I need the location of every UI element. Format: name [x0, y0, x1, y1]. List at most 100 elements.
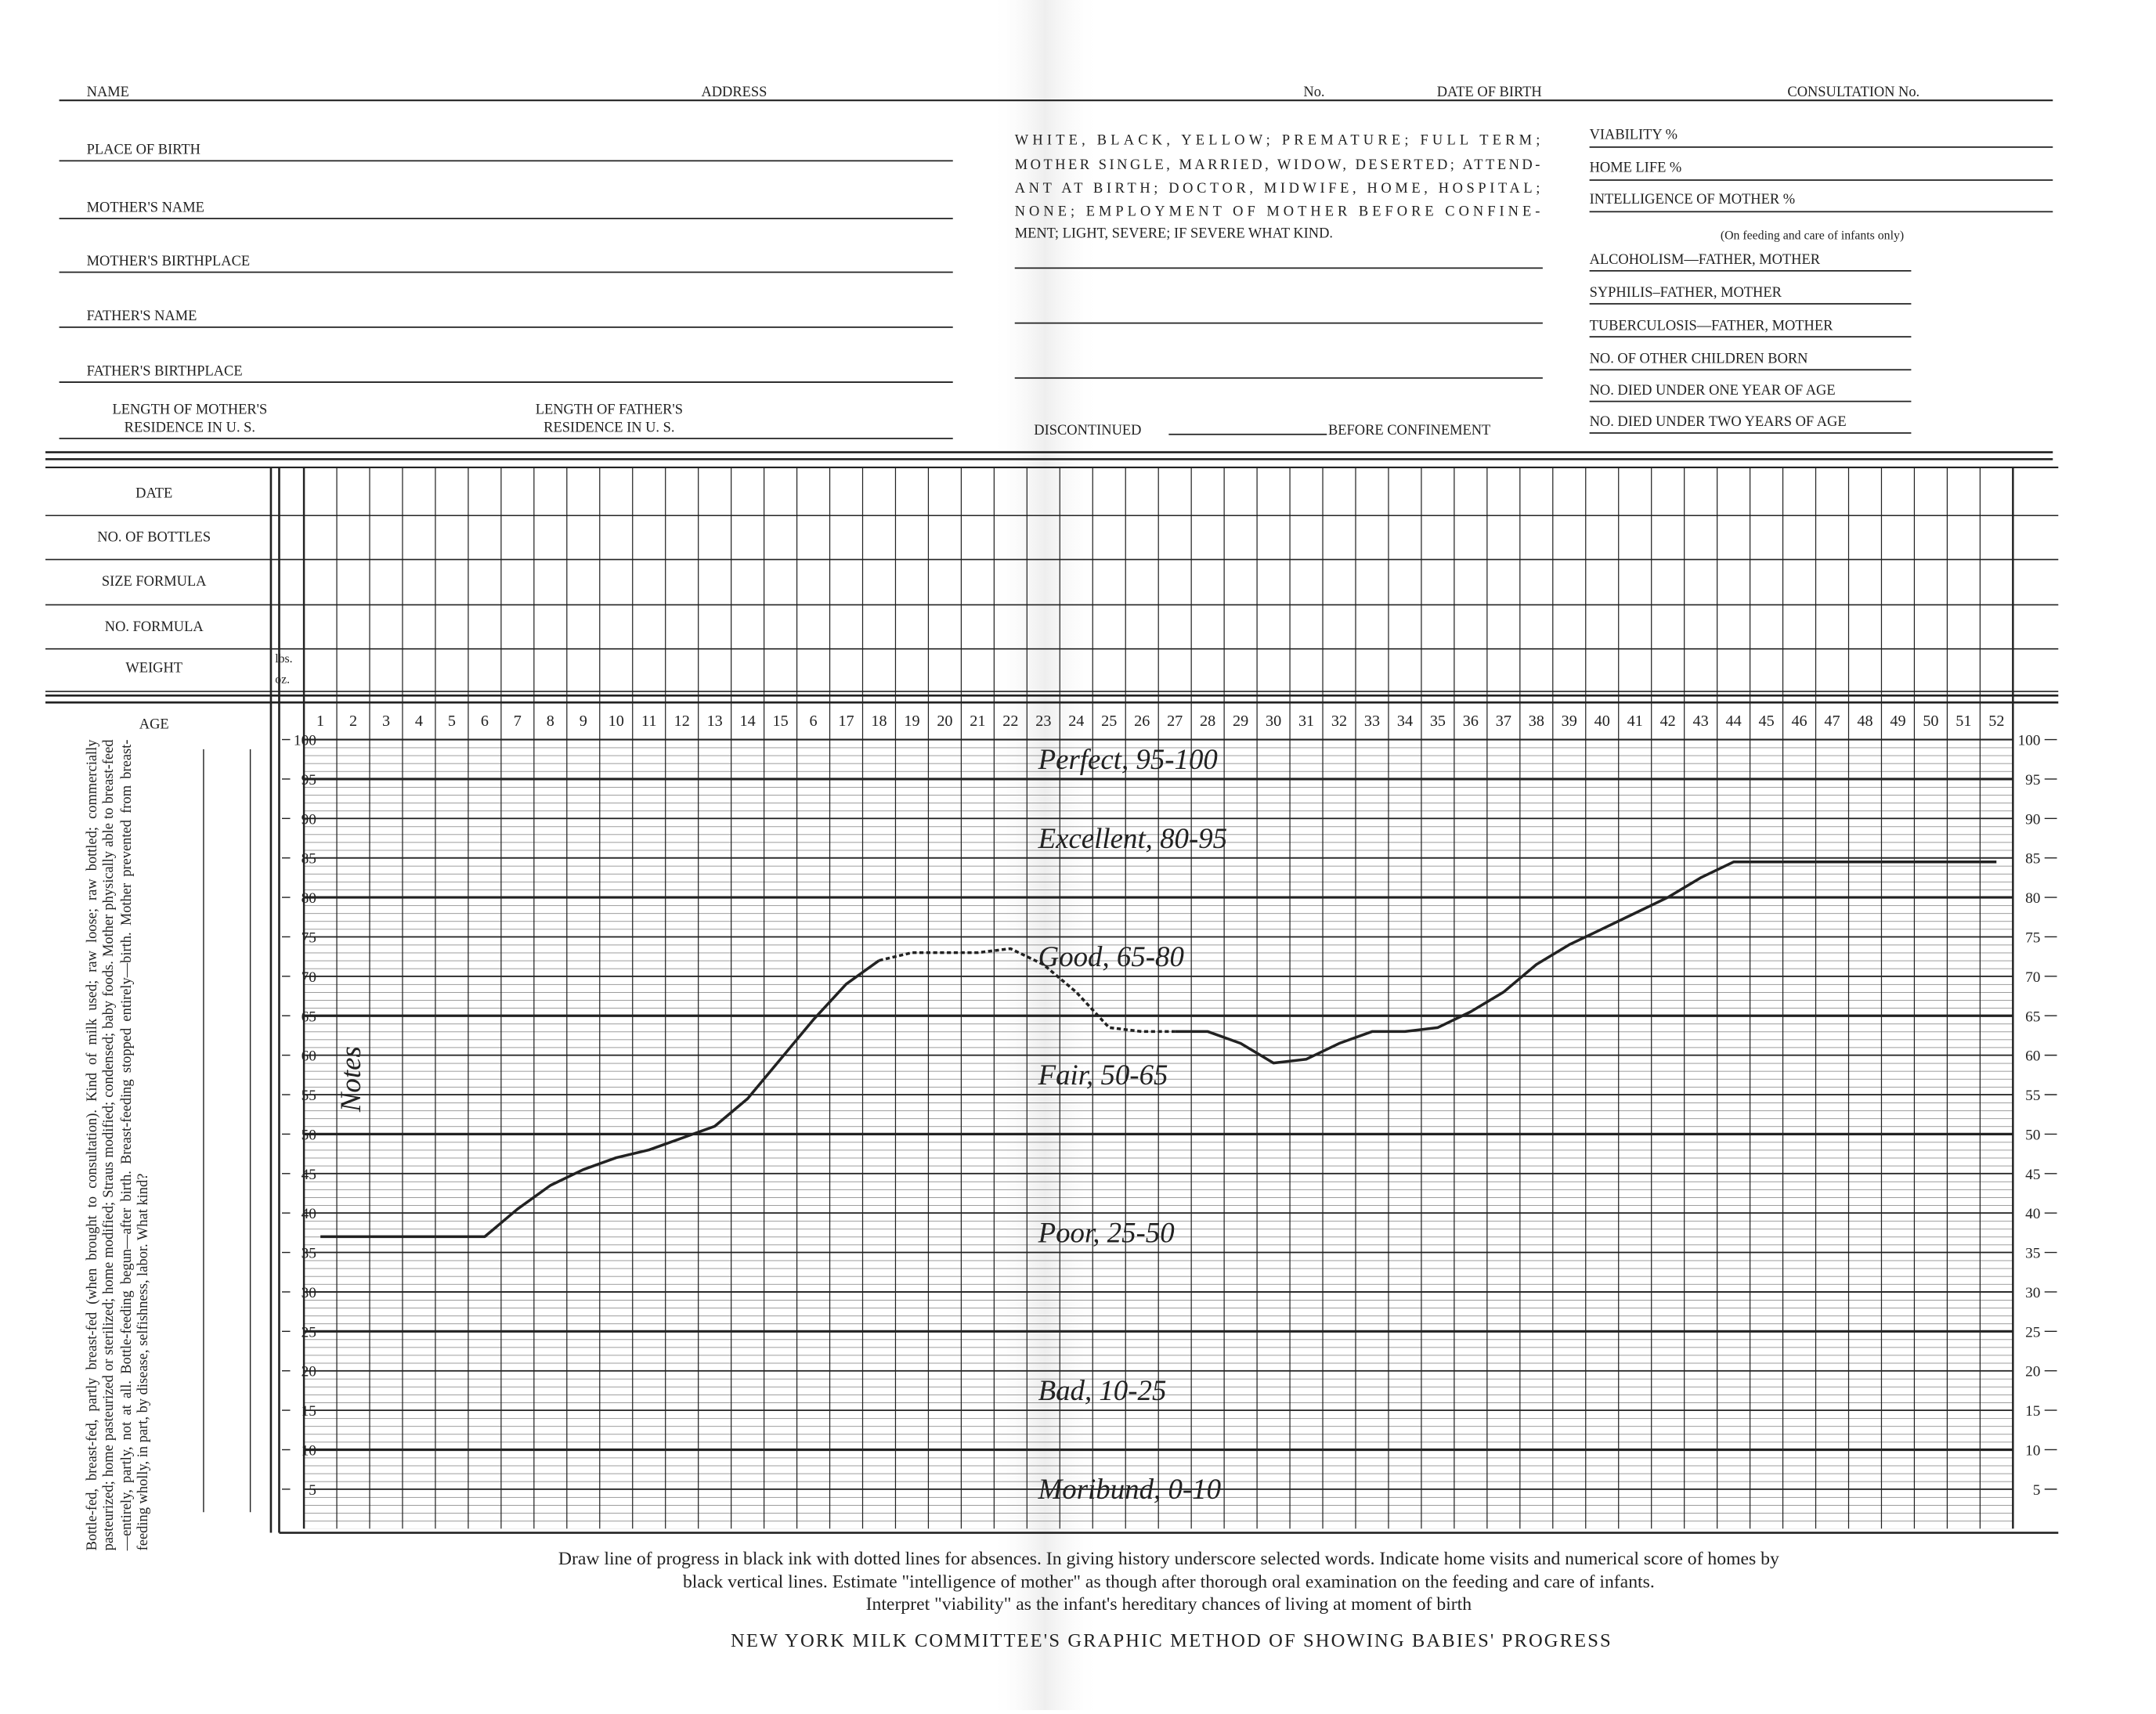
field-label: FATHER'S BIRTHPLACE: [87, 363, 243, 378]
band-label: Fair, 50-65: [1038, 1059, 1168, 1091]
age-number: 32: [1331, 713, 1347, 730]
age-number: 52: [1988, 713, 2004, 730]
weight-unit: oz.: [275, 673, 290, 687]
age-label: AGE: [139, 716, 169, 731]
y-tick-label: 65: [2025, 1009, 2040, 1025]
age-number: 26: [1134, 713, 1150, 730]
band-label: Moribund, 0-10: [1038, 1473, 1221, 1505]
y-tick-label: 90: [2025, 811, 2040, 828]
age-number: 24: [1068, 713, 1084, 730]
age-number: 11: [641, 713, 656, 730]
residence-label: RESIDENCE IN U. S.: [125, 419, 255, 435]
middle-text: MOTHER SINGLE, MARRIED, WIDOW, DESERTED;…: [1015, 157, 1540, 172]
age-number: 44: [1726, 713, 1742, 730]
y-tick-label: 5: [2033, 1482, 2041, 1499]
y-tick-label: 70: [302, 969, 316, 986]
header-label: CONSULTATION No.: [1787, 84, 1919, 99]
right-note: (On feeding and care of infants only): [1721, 229, 1904, 242]
band-label: Excellent, 80-95: [1038, 822, 1228, 854]
age-number: 7: [514, 713, 522, 730]
side-note-box: Bottle-fed, breast-fed, partly breast-fe…: [85, 739, 152, 1551]
band-label: Bad, 10-25: [1038, 1374, 1167, 1406]
middle-text: MENT; LIGHT, SEVERE; IF SEVERE WHAT KIND…: [1015, 226, 1333, 241]
y-tick-label: 55: [302, 1088, 316, 1104]
age-number: 41: [1627, 713, 1643, 730]
weight-unit: lbs.: [275, 652, 292, 666]
age-number: 2: [349, 713, 357, 730]
age-number: 19: [904, 713, 919, 730]
row-label: WEIGHT: [125, 660, 182, 676]
y-tick-label: 30: [302, 1285, 316, 1301]
y-tick-label: 40: [2025, 1206, 2040, 1222]
y-tick-label: 95: [2025, 772, 2040, 788]
age-number: 21: [970, 713, 985, 730]
y-tick-label: 75: [2025, 929, 2040, 946]
age-number: 48: [1857, 713, 1873, 730]
y-tick-label: 45: [2025, 1167, 2040, 1183]
age-number: 17: [838, 713, 854, 730]
field-label: PLACE OF BIRTH: [87, 142, 200, 157]
right-field-label: NO. OF OTHER CHILDREN BORN: [1590, 350, 1808, 366]
age-number: 49: [1890, 713, 1905, 730]
age-number: 12: [674, 713, 690, 730]
right-field-label: NO. DIED UNDER TWO YEARS OF AGE: [1590, 413, 1847, 429]
row-label: DATE: [135, 485, 172, 501]
right-field-label: SYPHILIS–FATHER, MOTHER: [1590, 284, 1782, 300]
age-number: 37: [1496, 713, 1511, 730]
before-label: BEFORE CONFINEMENT: [1328, 422, 1490, 438]
row-label: NO. OF BOTTLES: [97, 529, 211, 545]
y-tick-label: 15: [302, 1403, 316, 1420]
y-tick-label: 50: [2025, 1127, 2040, 1143]
y-tick-label: 100: [2017, 733, 2040, 749]
age-number: 6: [810, 713, 818, 730]
side-note: Bottle-fed, breast-fed, partly breast-fe…: [85, 739, 152, 1551]
age-number: 10: [609, 713, 624, 730]
y-tick-label: 60: [302, 1048, 316, 1065]
age-number: 13: [707, 713, 723, 730]
y-tick-label: 20: [2025, 1364, 2040, 1380]
age-number: 31: [1298, 713, 1314, 730]
header-label: No.: [1303, 84, 1324, 99]
age-number: 20: [937, 713, 952, 730]
age-number: 39: [1562, 713, 1577, 730]
age-number: 1: [316, 713, 324, 730]
y-tick-label: 80: [2025, 890, 2040, 907]
age-number: 9: [580, 713, 587, 730]
age-number: 46: [1791, 713, 1807, 730]
band-label: Poor, 25-50: [1038, 1217, 1175, 1249]
y-tick-label: 25: [302, 1324, 316, 1341]
y-tick-label: 65: [302, 1009, 316, 1025]
age-number: 50: [1923, 713, 1938, 730]
age-number: 23: [1035, 713, 1051, 730]
age-number: 36: [1463, 713, 1479, 730]
residence-label: LENGTH OF FATHER'S: [536, 401, 683, 417]
age-number: 29: [1233, 713, 1248, 730]
age-number: 6: [481, 713, 489, 730]
age-number: 40: [1594, 713, 1610, 730]
y-tick-label: 50: [302, 1127, 316, 1143]
y-tick-label: 100: [294, 733, 316, 749]
y-tick-label: 20: [302, 1364, 316, 1380]
y-tick-label: 90: [302, 811, 316, 828]
right-field-label: INTELLIGENCE OF MOTHER %: [1590, 191, 1795, 207]
y-tick-label: 35: [2025, 1246, 2040, 1262]
age-number: 35: [1430, 713, 1446, 730]
middle-text: ANT AT BIRTH; DOCTOR, MIDWIFE, HOME, HOS…: [1015, 180, 1540, 196]
age-number: 8: [547, 713, 554, 730]
band-label: Perfect, 95-100: [1038, 743, 1218, 775]
y-tick-label: 75: [302, 929, 316, 946]
right-field-label: VIABILITY %: [1590, 126, 1677, 142]
age-number: 47: [1824, 713, 1840, 730]
header-label: DATE OF BIRTH: [1437, 84, 1542, 99]
y-tick-label: 5: [309, 1482, 316, 1499]
age-number: 14: [740, 713, 756, 730]
age-number: 5: [448, 713, 456, 730]
age-number: 43: [1693, 713, 1709, 730]
y-tick-label: 85: [302, 851, 316, 868]
age-number: 45: [1758, 713, 1774, 730]
y-tick-label: 60: [2025, 1048, 2040, 1065]
field-label: FATHER'S NAME: [87, 308, 197, 323]
age-number: 4: [415, 713, 423, 730]
